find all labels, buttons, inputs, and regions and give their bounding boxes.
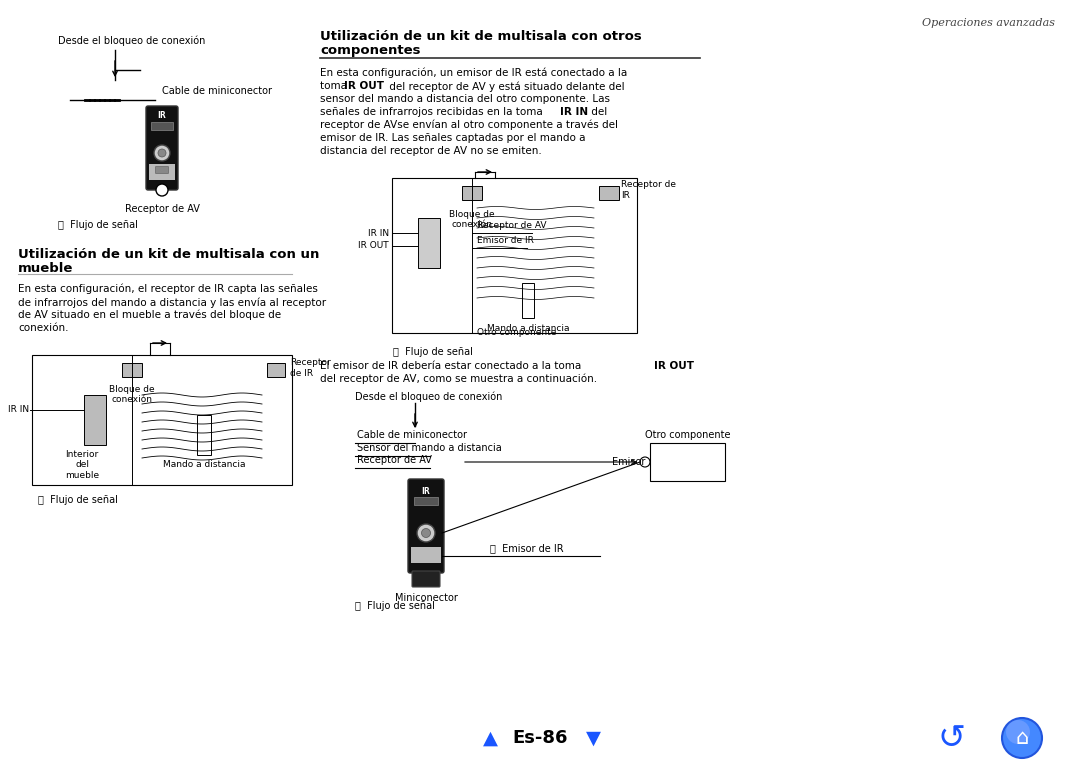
Text: Otro componente: Otro componente — [645, 430, 730, 440]
Text: del receptor de AV y está situado delante del: del receptor de AV y está situado delant… — [386, 81, 624, 92]
Text: Bloque de
conexión: Bloque de conexión — [109, 385, 154, 404]
Text: Utilización de un kit de multisala con otros: Utilización de un kit de multisala con o… — [320, 30, 642, 43]
Circle shape — [640, 457, 650, 467]
Text: Receptor de AV: Receptor de AV — [357, 455, 432, 465]
Text: emisor de IR. Las señales captadas por el mando a: emisor de IR. Las señales captadas por e… — [320, 133, 585, 143]
Text: Bloque de
conexión: Bloque de conexión — [449, 210, 495, 229]
Circle shape — [417, 524, 435, 542]
Bar — [267, 363, 285, 377]
Text: del: del — [588, 107, 607, 117]
Text: mueble: mueble — [18, 262, 73, 275]
Text: IR OUT: IR OUT — [654, 361, 694, 371]
Text: Es-86: Es-86 — [512, 729, 568, 747]
Bar — [599, 186, 619, 200]
Text: ▲: ▲ — [483, 729, 498, 747]
Circle shape — [1002, 718, 1042, 758]
FancyBboxPatch shape — [411, 571, 440, 587]
Text: del receptor de AV, como se muestra a continuación.: del receptor de AV, como se muestra a co… — [320, 374, 597, 384]
Text: IR: IR — [421, 487, 430, 496]
FancyBboxPatch shape — [414, 497, 438, 505]
Bar — [650, 443, 725, 481]
Circle shape — [1005, 720, 1030, 744]
Text: ↺: ↺ — [939, 721, 966, 755]
Text: ⬰  Flujo de señal: ⬰ Flujo de señal — [355, 601, 435, 611]
Bar — [418, 218, 440, 268]
Text: IR: IR — [158, 112, 166, 121]
Text: IR OUT: IR OUT — [359, 241, 389, 251]
Circle shape — [158, 149, 166, 157]
Text: Emisor: Emisor — [611, 457, 645, 467]
Text: Receptor
de IR: Receptor de IR — [291, 358, 330, 377]
Text: En esta configuración, un emisor de IR está conectado a la: En esta configuración, un emisor de IR e… — [320, 68, 627, 79]
Text: Receptor de AV: Receptor de AV — [477, 221, 546, 230]
FancyBboxPatch shape — [408, 479, 444, 573]
FancyBboxPatch shape — [151, 122, 173, 130]
Bar — [392, 178, 637, 333]
Text: ⬰  Flujo de señal: ⬰ Flujo de señal — [58, 220, 138, 230]
Text: Cable de miniconector: Cable de miniconector — [162, 86, 272, 96]
Text: Utilización de un kit de multisala con un: Utilización de un kit de multisala con u… — [18, 248, 320, 261]
Text: Cable de miniconector: Cable de miniconector — [357, 430, 467, 440]
Bar — [462, 186, 482, 200]
Text: IR IN: IR IN — [368, 228, 389, 238]
Text: señales de infrarrojos recibidas en la toma: señales de infrarrojos recibidas en la t… — [320, 107, 546, 117]
Text: Otro componente: Otro componente — [477, 328, 556, 337]
Text: IR IN: IR IN — [561, 107, 589, 117]
Circle shape — [421, 529, 431, 538]
Text: sensor del mando a distancia del otro componente. Las: sensor del mando a distancia del otro co… — [320, 94, 610, 104]
Bar — [197, 415, 211, 455]
FancyBboxPatch shape — [156, 167, 168, 173]
Text: IR IN: IR IN — [8, 406, 29, 415]
Text: Receptor de
IR: Receptor de IR — [621, 180, 676, 199]
Text: de AV situado en el mueble a través del bloque de: de AV situado en el mueble a través del … — [18, 310, 281, 321]
Text: Operaciones avanzadas: Operaciones avanzadas — [922, 18, 1055, 28]
Text: Sensor del mando a distancia: Sensor del mando a distancia — [357, 443, 502, 453]
Bar — [522, 283, 534, 318]
Text: Interior
del
mueble: Interior del mueble — [65, 450, 99, 480]
Circle shape — [156, 184, 168, 196]
Text: ▼: ▼ — [585, 729, 600, 747]
Text: Receptor de AV: Receptor de AV — [124, 204, 200, 214]
Text: receptor de AVse envían al otro componente a través del: receptor de AVse envían al otro componen… — [320, 120, 618, 131]
Text: El emisor de IR debería estar conectado a la toma: El emisor de IR debería estar conectado … — [320, 361, 584, 371]
Text: En esta configuración, el receptor de IR capta las señales: En esta configuración, el receptor de IR… — [18, 284, 318, 294]
Text: Mando a distancia: Mando a distancia — [487, 324, 569, 333]
Bar — [84, 395, 106, 445]
Circle shape — [154, 145, 170, 161]
Text: distancia del receptor de AV no se emiten.: distancia del receptor de AV no se emite… — [320, 146, 542, 156]
Text: Mando a distancia: Mando a distancia — [163, 460, 245, 469]
Text: ⌂: ⌂ — [1015, 728, 1028, 748]
FancyBboxPatch shape — [149, 164, 175, 180]
Text: Desde el bloqueo de conexión: Desde el bloqueo de conexión — [355, 391, 502, 402]
Bar — [411, 547, 441, 563]
Text: toma: toma — [320, 81, 350, 91]
Text: Emisor de IR: Emisor de IR — [477, 236, 534, 245]
Text: conexión.: conexión. — [18, 323, 68, 333]
Text: componentes: componentes — [320, 44, 420, 57]
Bar — [32, 355, 292, 485]
Text: ⬰  Flujo de señal: ⬰ Flujo de señal — [393, 347, 473, 357]
Text: Miniconector: Miniconector — [394, 593, 458, 603]
Text: Desde el bloqueo de conexión: Desde el bloqueo de conexión — [58, 35, 205, 46]
FancyBboxPatch shape — [146, 106, 178, 190]
Text: ⬰  Flujo de señal: ⬰ Flujo de señal — [38, 495, 118, 505]
Text: ⬰  Emisor de IR: ⬰ Emisor de IR — [490, 543, 564, 553]
Text: IR OUT: IR OUT — [345, 81, 384, 91]
Bar — [122, 363, 141, 377]
Text: de infrarrojos del mando a distancia y las envía al receptor: de infrarrojos del mando a distancia y l… — [18, 297, 326, 307]
